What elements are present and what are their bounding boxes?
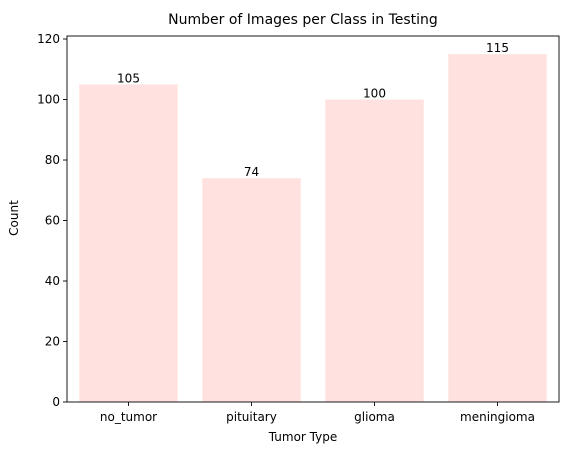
y-tick-label-100: 100: [37, 93, 60, 107]
data-label-meningioma: 115: [486, 41, 509, 55]
y-axis-label: Count: [7, 200, 21, 236]
data-label-pituitary: 74: [244, 165, 259, 179]
bar-no_tumor: [79, 84, 178, 403]
data-label-no_tumor: 105: [117, 71, 140, 85]
y-tick-label-20: 20: [45, 335, 60, 349]
plot-frame: [66, 35, 560, 403]
y-tick-label-0: 0: [52, 395, 60, 409]
y-axis: 0 20 40 60 80 100 120: [37, 32, 67, 409]
data-label-glioma: 100: [363, 87, 386, 101]
y-tick-label-40: 40: [45, 274, 60, 288]
x-tick-label-glioma: glioma: [354, 410, 395, 424]
y-tick-label-120: 120: [37, 32, 60, 46]
x-axis-label: Tumor Type: [268, 430, 337, 444]
bar-labels-group: 105 74 100 115: [117, 41, 509, 179]
x-tick-label-no_tumor: no_tumor: [100, 410, 157, 424]
bar-pituitary: [202, 178, 301, 402]
bar-glioma: [325, 99, 424, 403]
bars-group: [79, 54, 547, 403]
x-tick-label-pituitary: pituitary: [226, 410, 277, 424]
x-axis: no_tumor pituitary glioma meningioma: [100, 402, 535, 424]
y-tick-label-60: 60: [45, 214, 60, 228]
y-tick-label-80: 80: [45, 153, 60, 167]
x-tick-label-meningioma: meningioma: [460, 410, 535, 424]
bar-meningioma: [448, 54, 547, 403]
chart-title: Number of Images per Class in Testing: [168, 12, 438, 28]
